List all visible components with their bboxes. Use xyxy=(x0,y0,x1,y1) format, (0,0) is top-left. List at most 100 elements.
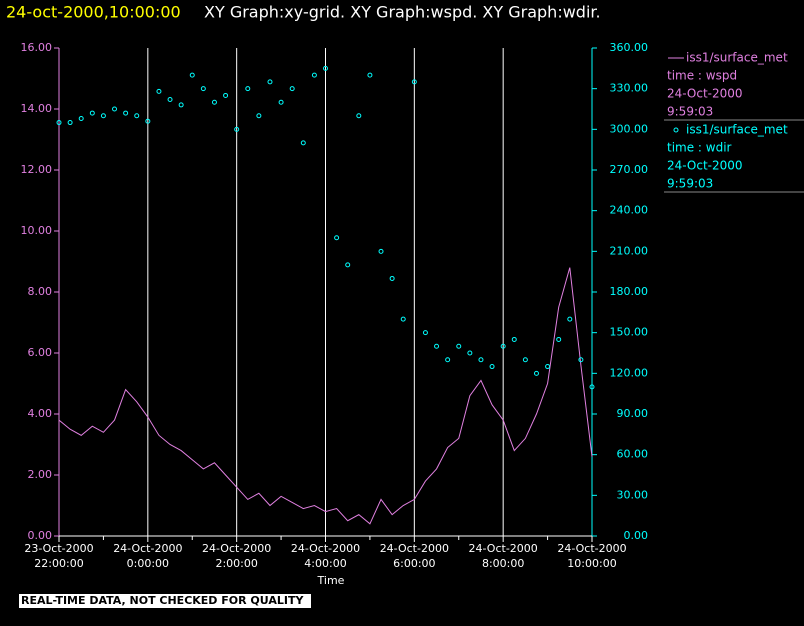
y2-tick-label: 180.00 xyxy=(610,285,649,298)
y2-tick-label: 150.00 xyxy=(610,326,649,339)
y2-tick-label: 270.00 xyxy=(610,163,649,176)
x-tick-label: 0:00:00 xyxy=(127,557,169,570)
x-tick-label: 10:00:00 xyxy=(567,557,616,570)
wdir-point xyxy=(511,336,517,342)
wdir-point xyxy=(533,370,539,376)
y2-tick-label: 90.00 xyxy=(617,407,649,420)
x-tick-label: 24-Oct-2000 xyxy=(291,542,360,555)
wdir-point xyxy=(89,110,95,116)
x-tick-label: 24-Oct-2000 xyxy=(557,542,626,555)
wspd-line xyxy=(58,267,593,525)
legend-detail: 9:59:03 xyxy=(667,105,713,119)
y-tick-label: 2.00 xyxy=(28,468,53,481)
y2-tick-label: 30.00 xyxy=(617,488,649,501)
wdir-point xyxy=(189,72,195,78)
wdir-point xyxy=(367,72,373,78)
wdir-point xyxy=(167,97,173,103)
wdir-point xyxy=(100,113,106,119)
y-tick-label: 6.00 xyxy=(28,346,53,359)
wdir-point xyxy=(223,92,229,98)
wdir-point xyxy=(400,316,406,322)
x-tick-label: 22:00:00 xyxy=(34,557,83,570)
wdir-point xyxy=(245,86,251,92)
x-tick-label: 4:00:00 xyxy=(304,557,346,570)
wdir-point xyxy=(323,65,328,71)
wdir-point xyxy=(256,113,262,119)
wdir-point xyxy=(356,113,362,119)
legend-entry: iss1/surface_met xyxy=(686,123,788,137)
wdir-point xyxy=(556,336,562,342)
wdir-point xyxy=(334,235,340,241)
wdir-point xyxy=(445,357,451,363)
wdir-point xyxy=(500,343,506,349)
wdir-point xyxy=(545,364,551,370)
wdir-point xyxy=(311,72,317,78)
y-tick-label: 0.00 xyxy=(28,529,53,542)
y2-tick-label: 360.00 xyxy=(610,41,649,54)
x-tick-label: 24-Oct-2000 xyxy=(113,542,182,555)
wdir-point xyxy=(578,357,584,363)
legend-marker xyxy=(673,127,679,133)
x-tick-label: 24-Oct-2000 xyxy=(469,542,538,555)
y-tick-label: 12.00 xyxy=(21,163,53,176)
wdir-point xyxy=(378,248,384,254)
footer-box xyxy=(19,594,311,608)
wdir-point xyxy=(56,120,62,126)
wdir-point xyxy=(411,79,417,85)
legend-detail: time : wdir xyxy=(667,141,732,155)
y2-tick-label: 0.00 xyxy=(624,529,649,542)
x-tick-label: 24-Oct-2000 xyxy=(380,542,449,555)
wdir-point xyxy=(267,79,273,85)
wdir-point xyxy=(145,118,151,124)
y-tick-label: 14.00 xyxy=(21,102,53,115)
wdir-point xyxy=(467,350,473,356)
wdir-point xyxy=(178,102,184,108)
y2-tick-label: 240.00 xyxy=(610,204,649,217)
chart-title: XY Graph:xy-grid. XY Graph:wspd. XY Grap… xyxy=(204,3,601,22)
wdir-point xyxy=(200,86,206,92)
wdir-point xyxy=(123,110,129,116)
wdir-point xyxy=(522,357,528,363)
x-tick-label: 23-Oct-2000 xyxy=(24,542,93,555)
wdir-point xyxy=(67,120,73,126)
wdir-point xyxy=(422,330,428,336)
wdir-point xyxy=(345,262,351,268)
y2-tick-label: 300.00 xyxy=(610,122,649,135)
y-tick-label: 8.00 xyxy=(28,285,53,298)
x-tick-label: 6:00:00 xyxy=(393,557,435,570)
legend-entry: iss1/surface_met xyxy=(686,51,788,65)
wdir-point xyxy=(112,106,118,112)
wdir-point xyxy=(278,99,284,105)
wdir-point xyxy=(78,115,84,121)
wdir-point xyxy=(156,88,162,94)
legend-detail: 9:59:03 xyxy=(667,177,713,191)
wdir-point xyxy=(300,140,306,146)
wdir-point xyxy=(211,99,217,105)
y2-tick-label: 120.00 xyxy=(610,366,649,379)
legend-detail: 24-Oct-2000 xyxy=(667,159,743,173)
wdir-point xyxy=(289,86,295,92)
wdir-point xyxy=(234,126,240,132)
legend-detail: time : wspd xyxy=(667,69,737,83)
x-axis-label: Time xyxy=(317,574,345,587)
x-tick-label: 2:00:00 xyxy=(215,557,257,570)
wdir-point xyxy=(478,357,484,363)
x-tick-label: 24-Oct-2000 xyxy=(202,542,271,555)
y-tick-label: 4.00 xyxy=(28,407,53,420)
footer: REAL-TIME DATA, NOT CHECKED FOR QUALITY xyxy=(21,594,304,607)
y2-tick-label: 330.00 xyxy=(610,82,649,95)
legend-detail: 24-Oct-2000 xyxy=(667,87,743,101)
y2-tick-label: 60.00 xyxy=(617,448,649,461)
y-tick-label: 10.00 xyxy=(21,224,53,237)
y-tick-label: 16.00 xyxy=(21,41,53,54)
wdir-point xyxy=(589,384,595,390)
y2-tick-label: 210.00 xyxy=(610,244,649,257)
wdir-point xyxy=(434,343,440,349)
wdir-point xyxy=(389,275,395,281)
x-tick-label: 8:00:00 xyxy=(482,557,524,570)
wdir-point xyxy=(134,113,140,119)
wdir-point xyxy=(567,316,573,322)
wdir-point xyxy=(456,343,462,349)
title-time: 24-oct-2000,10:00:00 xyxy=(6,3,181,22)
